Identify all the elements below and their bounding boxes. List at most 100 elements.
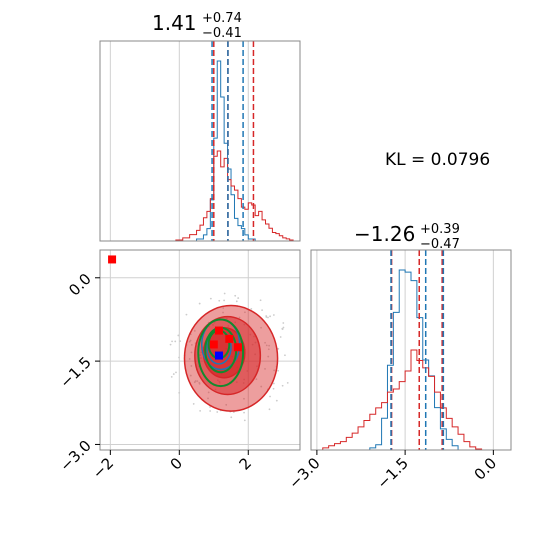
joint-sample-point [198,381,201,384]
right-hist-blue [311,269,511,451]
joint-sample-point [207,397,209,400]
title-param2-minus: −0.47 [420,237,460,252]
joint-sample-point [207,391,210,394]
joint-sample-point [267,355,270,358]
joint-sample-point [269,315,271,318]
joint-sample-point [267,316,269,319]
joint-ytick-label-2: 0.0 [65,270,95,300]
joint-sample-point [179,340,182,343]
joint-sample-point [193,381,196,384]
joint-contour-green-0 [197,318,245,388]
joint-sample-point [286,381,289,384]
joint-sample-point [243,419,246,422]
joint-sample-point [235,300,238,303]
joint-sample-point [268,408,271,411]
joint-sample-point [281,328,284,331]
joint-sample-point [272,314,275,316]
title-param1-minus: −0.41 [202,26,242,41]
joint-param1-param2-panel: −2 0 2−3.0−1.50.0 [56,249,301,482]
joint-sample-point [193,329,196,332]
joint-sample-point [268,344,271,347]
joint-sample-point [282,326,285,329]
joint-sample-point [244,311,246,314]
joint-sample-point [279,336,282,338]
joint-xtick-label-2: 2 [236,454,255,473]
joint-sample-point [273,369,276,372]
joint-sample-point [243,411,245,414]
joint-xtick-label-1: 0 [167,454,186,473]
joint-sample-point [198,302,201,305]
title-param1: 1.41 +0.74 −0.41 [152,11,242,41]
joint-sample-point [177,334,180,337]
title-param1-plus: +0.74 [202,11,242,26]
joint-sample-point [272,382,275,385]
joint-axes-frame [99,249,301,451]
top-axes-frame [99,40,301,242]
joint-marker-0 [108,255,117,264]
joint-sample-point [230,416,233,419]
joint-sample-point [209,297,212,300]
joint-sample-point [169,343,172,346]
joint-ytick-label-1: −1.5 [56,353,94,391]
right-xtick-label-2: 0.0 [471,454,501,484]
joint-sample-point [178,391,181,394]
right-axes-frame [310,249,512,451]
joint-sample-point [264,341,266,344]
joint-marker-2 [225,334,234,343]
joint-sample-point [265,316,268,318]
joint-sample-point [225,403,228,406]
marginal-param2-panel: −3.0 −1.5 0.0 [285,249,512,493]
joint-sample-point [275,399,278,402]
joint-sample-point [284,354,286,357]
joint-sample-point [264,367,266,370]
joint-sample-point [223,299,226,302]
title-param2: −1.26 +0.39 −0.47 [354,222,460,252]
kl-annotation: KL = 0.0796 [385,150,490,170]
joint-sample-point [259,299,262,302]
top-hist-red [100,150,300,242]
joint-sample-point [282,322,285,324]
joint-sample-point [199,409,202,412]
joint-sample-point [190,365,193,367]
joint-sample-point [250,307,253,310]
joint-sample-point [222,307,225,309]
marginal-param1-panel [99,40,301,242]
joint-marker-5 [214,351,223,360]
right-hist-red [311,349,511,451]
joint-sample-point [190,351,193,354]
joint-sample-point [277,347,280,350]
joint-sample-point [269,395,271,398]
joint-marker-1 [214,326,223,335]
right-xtick-label-1: −1.5 [373,454,411,492]
joint-sample-point [237,297,240,299]
joint-sample-point [178,356,180,359]
joint-marker-3 [233,343,242,352]
joint-sample-point [209,410,212,412]
joint-sample-point [196,380,199,382]
joint-marker-4 [209,340,218,349]
joint-sample-point [190,343,193,346]
joint-sample-point [281,384,284,387]
title-param2-plus: +0.39 [420,222,460,237]
joint-sample-point [171,340,173,343]
joint-sample-point [189,339,192,342]
joint-sample-point [222,311,224,314]
joint-sample-point [192,403,195,405]
joint-sample-point [175,371,177,374]
joint-sample-point [172,373,175,375]
joint-xtick-label-0: −2 [89,454,117,482]
joint-sample-point [260,326,262,329]
top-hist-blue [100,60,300,242]
right-xtick-label-0: −3.0 [285,454,323,492]
title-param1-median: 1.41 [152,11,197,35]
joint-sample-point [260,385,263,388]
joint-sample-point [267,348,270,351]
joint-sample-point [243,397,245,400]
joint-sample-point [272,387,275,390]
joint-sample-point [265,344,268,347]
joint-sample-point [189,374,192,377]
joint-sample-point [255,378,258,381]
joint-sample-point [223,292,226,295]
joint-sample-point [238,316,241,319]
